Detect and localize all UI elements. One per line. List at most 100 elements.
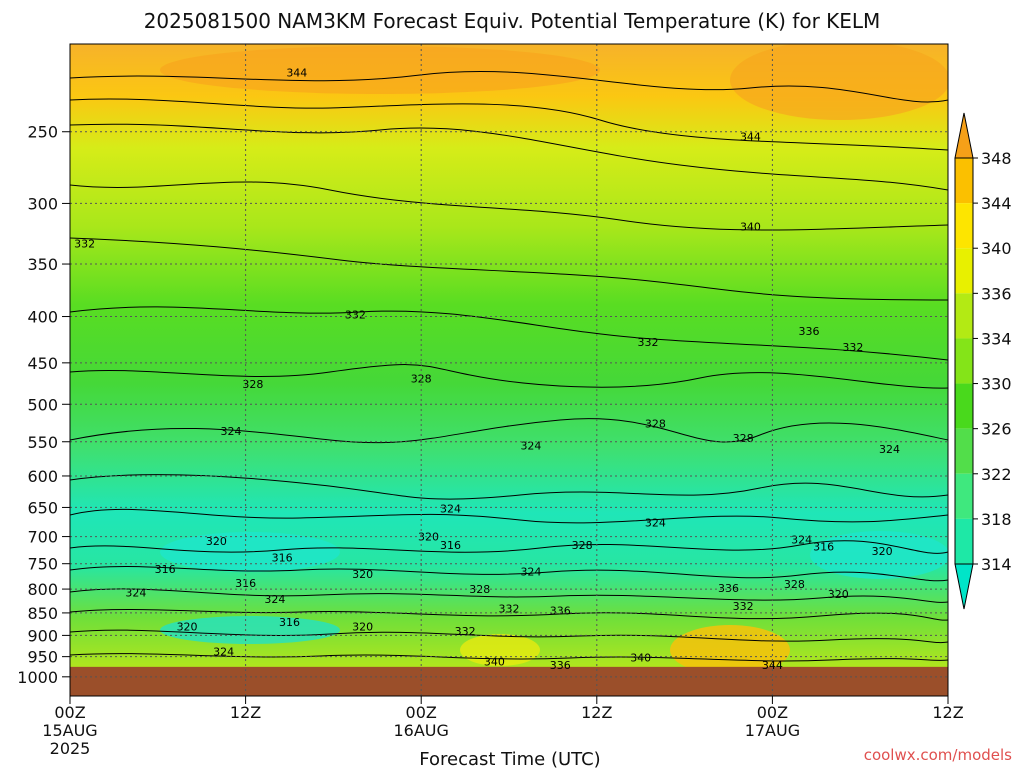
contour-value-label: 324 <box>879 443 900 456</box>
contour-line <box>70 181 948 231</box>
contour-value-label: 324 <box>125 587 146 600</box>
y-tick-label: 1000 <box>17 668 58 687</box>
contour-value-label: 316 <box>235 577 256 590</box>
contour-value-label: 316 <box>155 563 176 576</box>
x-tick-label: 00Z <box>54 703 85 722</box>
y-tick-label: 550 <box>27 433 58 452</box>
colorbar-label: 326 <box>981 420 1012 439</box>
y-tick-label: 700 <box>27 528 58 547</box>
colorbar-label: 330 <box>981 375 1012 394</box>
plot-frame <box>69 43 949 697</box>
colorbar-segment <box>955 518 973 564</box>
surface-terrain <box>70 666 948 696</box>
contour-value-label: 332 <box>345 309 366 322</box>
contour-value-label: 320 <box>206 535 227 548</box>
contour-value-label: 316 <box>279 616 300 629</box>
colorbar-label: 348 <box>981 149 1012 168</box>
contour-line <box>70 629 948 644</box>
colorbar-segment <box>955 338 973 384</box>
colorbar-label: 340 <box>981 239 1012 258</box>
y-tick-label: 650 <box>27 498 58 517</box>
contour-value-label: 324 <box>440 503 461 516</box>
contour-value-label: 316 <box>272 551 293 564</box>
x-axis-label: Forecast Time (UTC) <box>419 749 600 768</box>
y-tick-label: 500 <box>27 395 58 414</box>
contour-value-label: 324 <box>645 516 666 529</box>
contour-value-label: 324 <box>213 646 234 659</box>
y-axis: 250 300 350 400 450 500 550 600 650 700 750 800 850 9… <box>17 123 70 687</box>
y-tick-label: 900 <box>27 626 58 645</box>
contour-value-label: 344 <box>286 66 307 79</box>
contour-line <box>70 608 948 621</box>
high-theta-pocket <box>730 44 948 120</box>
contour-value-label: 332 <box>733 600 754 613</box>
contour-value-label: 324 <box>264 593 285 606</box>
x-tick-date-label: 16AUG <box>393 721 448 740</box>
contour-value-label: 328 <box>469 583 490 596</box>
contour-line <box>70 98 948 151</box>
colorbar-extend-low <box>954 563 974 610</box>
contour-value-label: 340 <box>630 651 651 664</box>
contour-lines <box>70 70 948 662</box>
contour-value-label: 320 <box>418 531 439 544</box>
contour-value-label: 324 <box>520 439 541 452</box>
x-tick-year-label: 2025 <box>50 739 91 758</box>
colorbar-segment <box>955 158 973 204</box>
contour-value-label: 328 <box>242 378 263 391</box>
contour-value-label: 320 <box>872 545 893 558</box>
gridlines <box>69 44 949 696</box>
contour-line <box>70 588 948 603</box>
contour-value-label: 336 <box>798 325 819 338</box>
colorbar-label: 314 <box>981 555 1012 574</box>
contour-value-label: 328 <box>645 417 666 430</box>
contour-value-label: 328 <box>572 539 593 552</box>
contour-value-label: 320 <box>352 621 373 634</box>
contour-value-label: 324 <box>520 565 541 578</box>
y-tick-label: 950 <box>27 648 58 667</box>
contour-value-label: 336 <box>550 605 571 618</box>
y-tick-label: 800 <box>27 580 58 599</box>
contour-value-label: 328 <box>411 372 432 385</box>
colorbar-label: 318 <box>981 510 1012 529</box>
contour-value-label: 340 <box>740 220 761 233</box>
y-tick-label: 450 <box>27 354 58 373</box>
colorbar-label: 344 <box>981 194 1012 213</box>
contour-value-label: 320 <box>828 588 849 601</box>
contour-line <box>70 237 948 301</box>
x-tick-label: 00Z <box>406 703 437 722</box>
contour-line <box>70 123 948 191</box>
x-tick-label: 12Z <box>932 703 963 722</box>
y-tick-label: 350 <box>27 255 58 274</box>
contour-value-label: 336 <box>718 582 739 595</box>
colorbar-segment <box>955 428 973 474</box>
plot-area <box>70 44 948 696</box>
high-theta-pocket <box>160 46 600 94</box>
x-tick-date-label: 15AUG <box>42 721 97 740</box>
colorbar-label: 334 <box>981 329 1012 348</box>
contour-line <box>70 565 948 582</box>
contour-line <box>70 474 948 500</box>
colorbar: 348 344 340 336 334 330 326 322 318 314 <box>954 112 1012 610</box>
contour-value-label: 324 <box>220 425 241 438</box>
contour-value-label: 320 <box>352 568 373 581</box>
colorbar-label: 336 <box>981 284 1012 303</box>
colorbar-segment <box>955 293 973 339</box>
contour-value-label: 336 <box>550 659 571 672</box>
low-theta-pocket <box>810 531 948 579</box>
contour-line <box>70 306 948 361</box>
y-tick-label: 400 <box>27 308 58 327</box>
contour-value-label: 340 <box>484 656 505 669</box>
contour-value-label: 324 <box>791 533 812 546</box>
x-tick-label: 00Z <box>757 703 788 722</box>
colorbar-extend-high <box>954 112 974 159</box>
credit-link[interactable]: coolwx.com/models <box>864 746 1012 764</box>
contour-value-label: 316 <box>813 541 834 554</box>
colorbar-segment <box>955 248 973 294</box>
contour-value-label: 344 <box>740 130 761 143</box>
contour-line <box>70 508 948 524</box>
contour-value-label: 332 <box>638 336 659 349</box>
theta-e-field <box>70 44 948 696</box>
contour-line <box>70 540 948 554</box>
